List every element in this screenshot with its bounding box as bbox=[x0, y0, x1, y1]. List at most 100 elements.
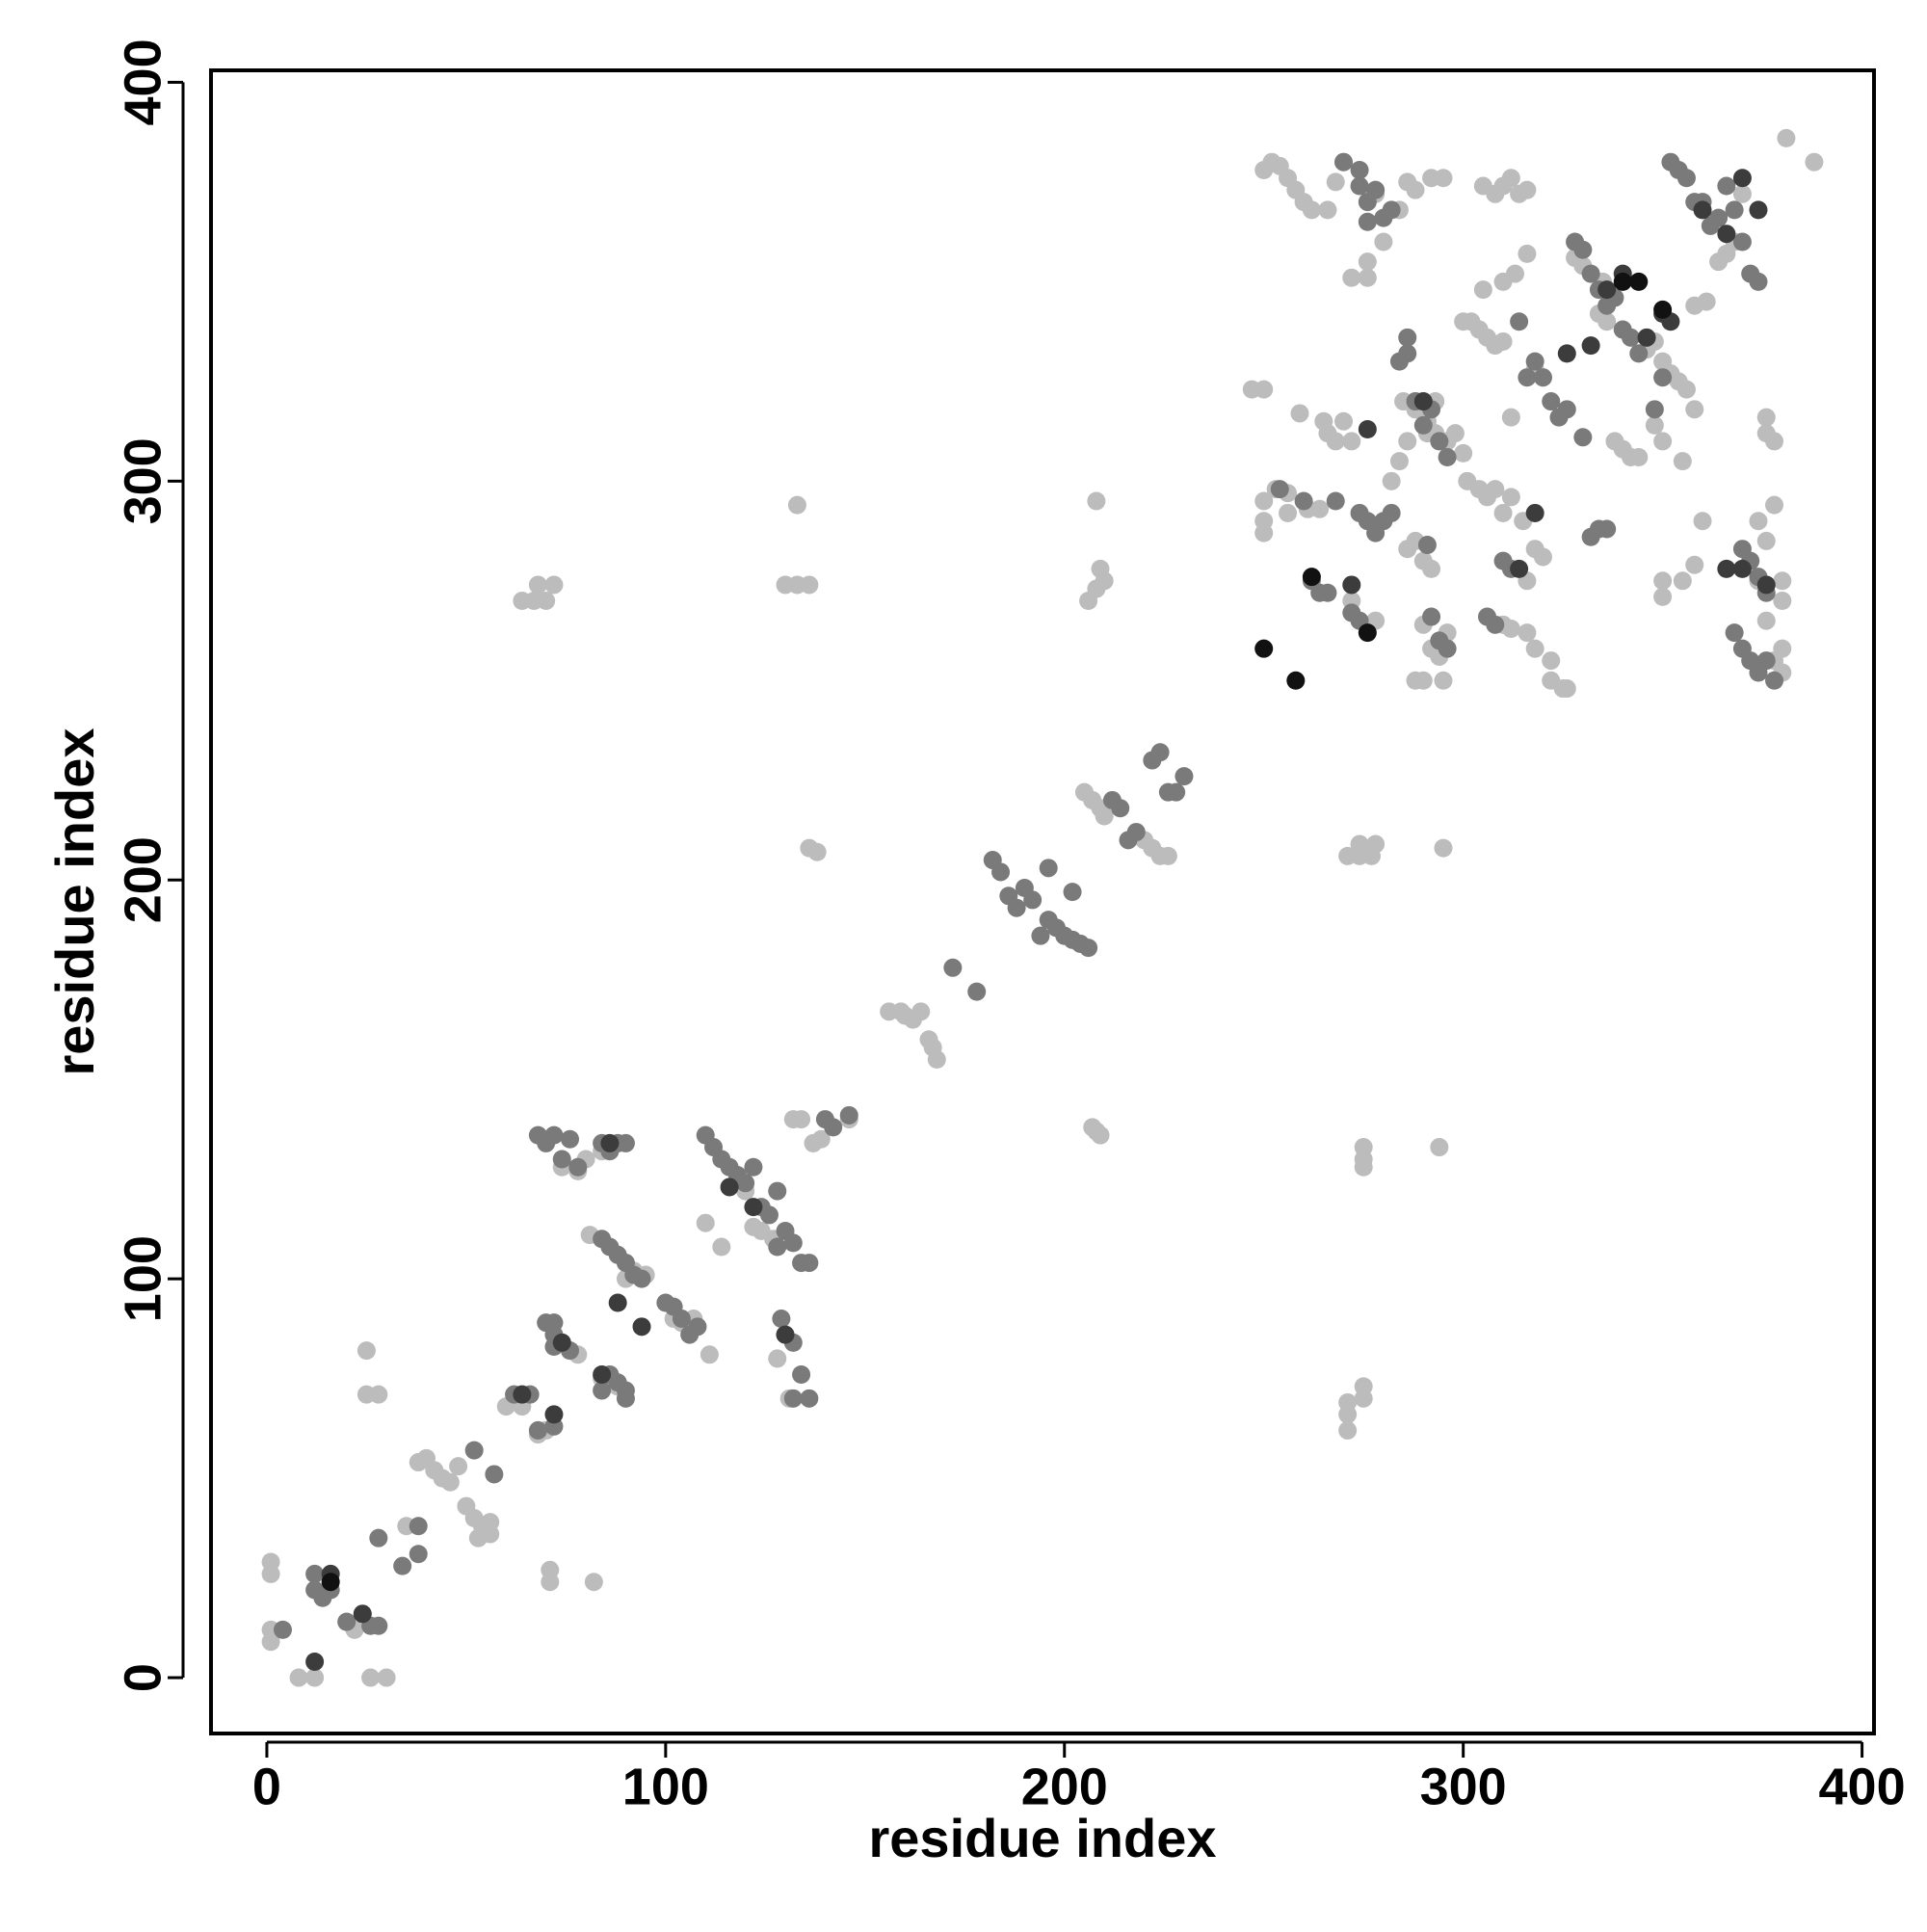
point bbox=[409, 1545, 428, 1564]
point bbox=[1805, 152, 1824, 172]
point bbox=[1445, 424, 1465, 443]
point bbox=[616, 1133, 635, 1152]
point bbox=[1622, 328, 1641, 347]
point bbox=[1358, 623, 1377, 643]
point bbox=[1063, 883, 1082, 902]
x-tick-label: 0 bbox=[252, 1758, 281, 1815]
x-tick-label: 400 bbox=[1819, 1758, 1906, 1815]
point bbox=[1382, 200, 1401, 220]
point bbox=[1557, 344, 1576, 363]
point bbox=[1413, 671, 1433, 690]
point bbox=[600, 1133, 620, 1152]
point bbox=[744, 1157, 763, 1177]
point bbox=[1629, 447, 1649, 466]
point bbox=[632, 1317, 651, 1337]
point bbox=[369, 1528, 388, 1548]
point bbox=[1756, 408, 1776, 427]
point bbox=[1290, 404, 1309, 423]
point bbox=[1725, 200, 1744, 220]
point bbox=[289, 1668, 308, 1687]
point bbox=[1597, 312, 1617, 331]
point bbox=[1338, 1392, 1358, 1412]
point bbox=[468, 1528, 488, 1548]
point bbox=[1581, 336, 1600, 356]
y-tick-label: 0 bbox=[114, 1663, 172, 1692]
y-tick-label: 200 bbox=[114, 836, 172, 923]
y-tick-label: 300 bbox=[114, 437, 172, 524]
point bbox=[943, 958, 963, 977]
point bbox=[1254, 639, 1274, 658]
point bbox=[1629, 344, 1649, 363]
point bbox=[1434, 838, 1453, 858]
point bbox=[1773, 571, 1792, 591]
point bbox=[1613, 272, 1632, 291]
point bbox=[736, 1174, 755, 1193]
point bbox=[261, 1564, 280, 1583]
point bbox=[1430, 432, 1449, 451]
point bbox=[1486, 615, 1505, 634]
point bbox=[807, 842, 827, 861]
point bbox=[1581, 264, 1600, 283]
point bbox=[1673, 571, 1692, 591]
point bbox=[1693, 512, 1712, 531]
point bbox=[1709, 208, 1729, 227]
point bbox=[356, 1341, 376, 1361]
point bbox=[1338, 1420, 1358, 1440]
point bbox=[1693, 200, 1712, 220]
point bbox=[1557, 400, 1576, 419]
point bbox=[768, 1237, 787, 1257]
point bbox=[1629, 272, 1649, 291]
point bbox=[1473, 280, 1492, 300]
point bbox=[1350, 834, 1369, 854]
point bbox=[409, 1517, 428, 1536]
point bbox=[1406, 180, 1425, 199]
point bbox=[1302, 568, 1321, 587]
point bbox=[1732, 232, 1752, 251]
point bbox=[1039, 859, 1058, 878]
point bbox=[1756, 651, 1776, 671]
plot-frame bbox=[209, 68, 1876, 1735]
point bbox=[608, 1293, 627, 1312]
point bbox=[305, 1668, 325, 1687]
point bbox=[1510, 559, 1529, 578]
point bbox=[688, 1317, 707, 1337]
point bbox=[1366, 180, 1386, 199]
point bbox=[744, 1198, 763, 1217]
point bbox=[672, 1310, 691, 1329]
point bbox=[464, 1441, 484, 1460]
point bbox=[824, 1118, 843, 1137]
point bbox=[274, 1620, 293, 1639]
point bbox=[1079, 591, 1098, 610]
point bbox=[1434, 169, 1453, 188]
point bbox=[1777, 128, 1796, 147]
point bbox=[712, 1237, 731, 1257]
point bbox=[1557, 679, 1576, 699]
point bbox=[839, 1105, 858, 1125]
point bbox=[800, 575, 819, 595]
point bbox=[305, 1564, 325, 1583]
point bbox=[1334, 152, 1354, 172]
point bbox=[1765, 432, 1784, 451]
point bbox=[1542, 651, 1561, 671]
point bbox=[720, 1178, 739, 1197]
point bbox=[1334, 411, 1354, 431]
point bbox=[1717, 559, 1736, 578]
point bbox=[903, 1010, 922, 1029]
y-tick-label: 400 bbox=[114, 39, 172, 125]
point bbox=[1382, 503, 1401, 522]
point bbox=[321, 1573, 340, 1592]
point bbox=[377, 1668, 396, 1687]
point bbox=[1126, 823, 1146, 842]
point bbox=[1749, 272, 1768, 291]
point bbox=[1091, 559, 1110, 578]
point bbox=[541, 1573, 560, 1592]
point bbox=[991, 862, 1011, 882]
point bbox=[1518, 368, 1537, 387]
point bbox=[1525, 503, 1544, 522]
point bbox=[1597, 519, 1617, 539]
point bbox=[1358, 252, 1377, 272]
point bbox=[1167, 782, 1186, 802]
point bbox=[1254, 523, 1274, 543]
